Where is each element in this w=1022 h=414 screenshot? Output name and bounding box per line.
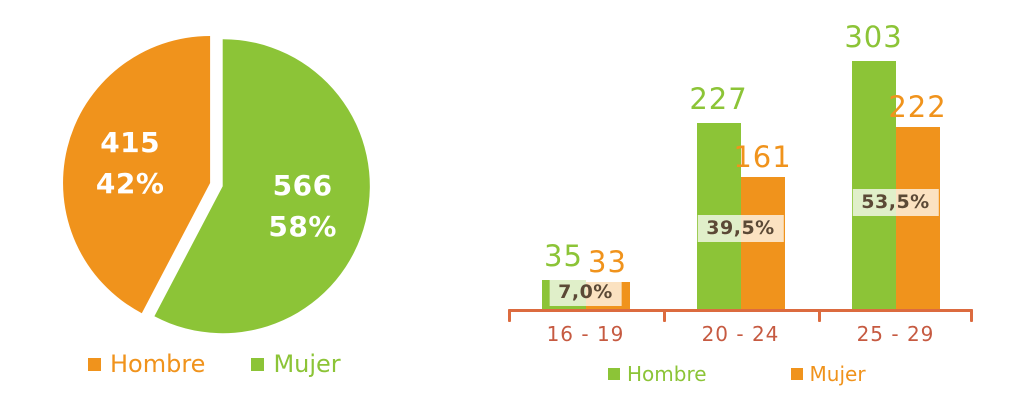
pie-slice-value: 415 [100, 126, 161, 160]
bar-mujer-1 [740, 177, 785, 309]
x-axis-category-labels: 16 - 19 20 - 24 25 - 29 [508, 322, 973, 346]
legend-item-hombre: Hombre [88, 350, 205, 378]
bar-chart-panel: 35 33 7,0% 227 161 39,5% 303 222 53,5% 16 - 19 20… [508, 0, 973, 414]
bar-value-hombre: 227 [689, 81, 748, 116]
category-label-0: 16 - 19 [546, 322, 625, 346]
pie-slice-value: 566 [272, 168, 333, 202]
bar-hombre-2 [851, 61, 896, 309]
x-axis-tick [508, 309, 511, 322]
legend-swatch-icon [608, 368, 620, 380]
legend-label: Mujer [809, 362, 866, 386]
x-axis-line [508, 309, 973, 312]
legend-swatch-icon [790, 368, 803, 380]
group-percent-label: 7,0% [549, 279, 622, 306]
legend-item-hombre: Hombre [608, 362, 707, 386]
legend-swatch-icon [88, 357, 101, 371]
pie-chart-panel: Hombre Mujer 415 42% 566 58% [0, 0, 470, 414]
pie-slice-label-mujer: 566 58% [268, 165, 337, 247]
pie-slice-mujer [154, 39, 370, 334]
legend-label: Mujer [273, 350, 341, 378]
pie-slice-label-hombre: 415 42% [96, 122, 165, 204]
bar-value-mujer: 33 [588, 244, 627, 279]
pie-slice-percent: 58% [268, 209, 337, 243]
bar-value-mujer: 161 [733, 139, 792, 174]
legend-label: Hombre [110, 350, 206, 378]
pie-slice-hombre [63, 35, 211, 314]
legend-item-mujer: Mujer [251, 350, 341, 378]
bar-mujer-2 [895, 127, 940, 309]
pie-chart [63, 35, 370, 334]
category-label-2: 25 - 29 [856, 322, 935, 346]
category-label-1: 20 - 24 [701, 322, 780, 346]
pie-legend: Hombre Mujer [88, 350, 341, 378]
group-percent-label: 39,5% [697, 215, 784, 242]
legend-item-mujer: Mujer [790, 362, 866, 386]
pie-slice-percent: 42% [95, 167, 165, 201]
bar-chart-plot: 35 33 7,0% 227 161 39,5% 303 222 53,5% [508, 0, 973, 309]
bar-value-mujer: 222 [888, 89, 947, 124]
group-percent-label: 53,5% [852, 189, 939, 216]
x-axis-tick [663, 309, 666, 322]
bar-value-hombre: 303 [844, 19, 903, 54]
bar-legend: Hombre Mujer [608, 362, 866, 386]
bar-value-hombre: 35 [544, 239, 583, 274]
legend-label: Hombre [627, 362, 707, 386]
x-axis-tick [818, 309, 821, 322]
x-axis-tick [970, 309, 973, 322]
legend-swatch-icon [251, 357, 265, 371]
